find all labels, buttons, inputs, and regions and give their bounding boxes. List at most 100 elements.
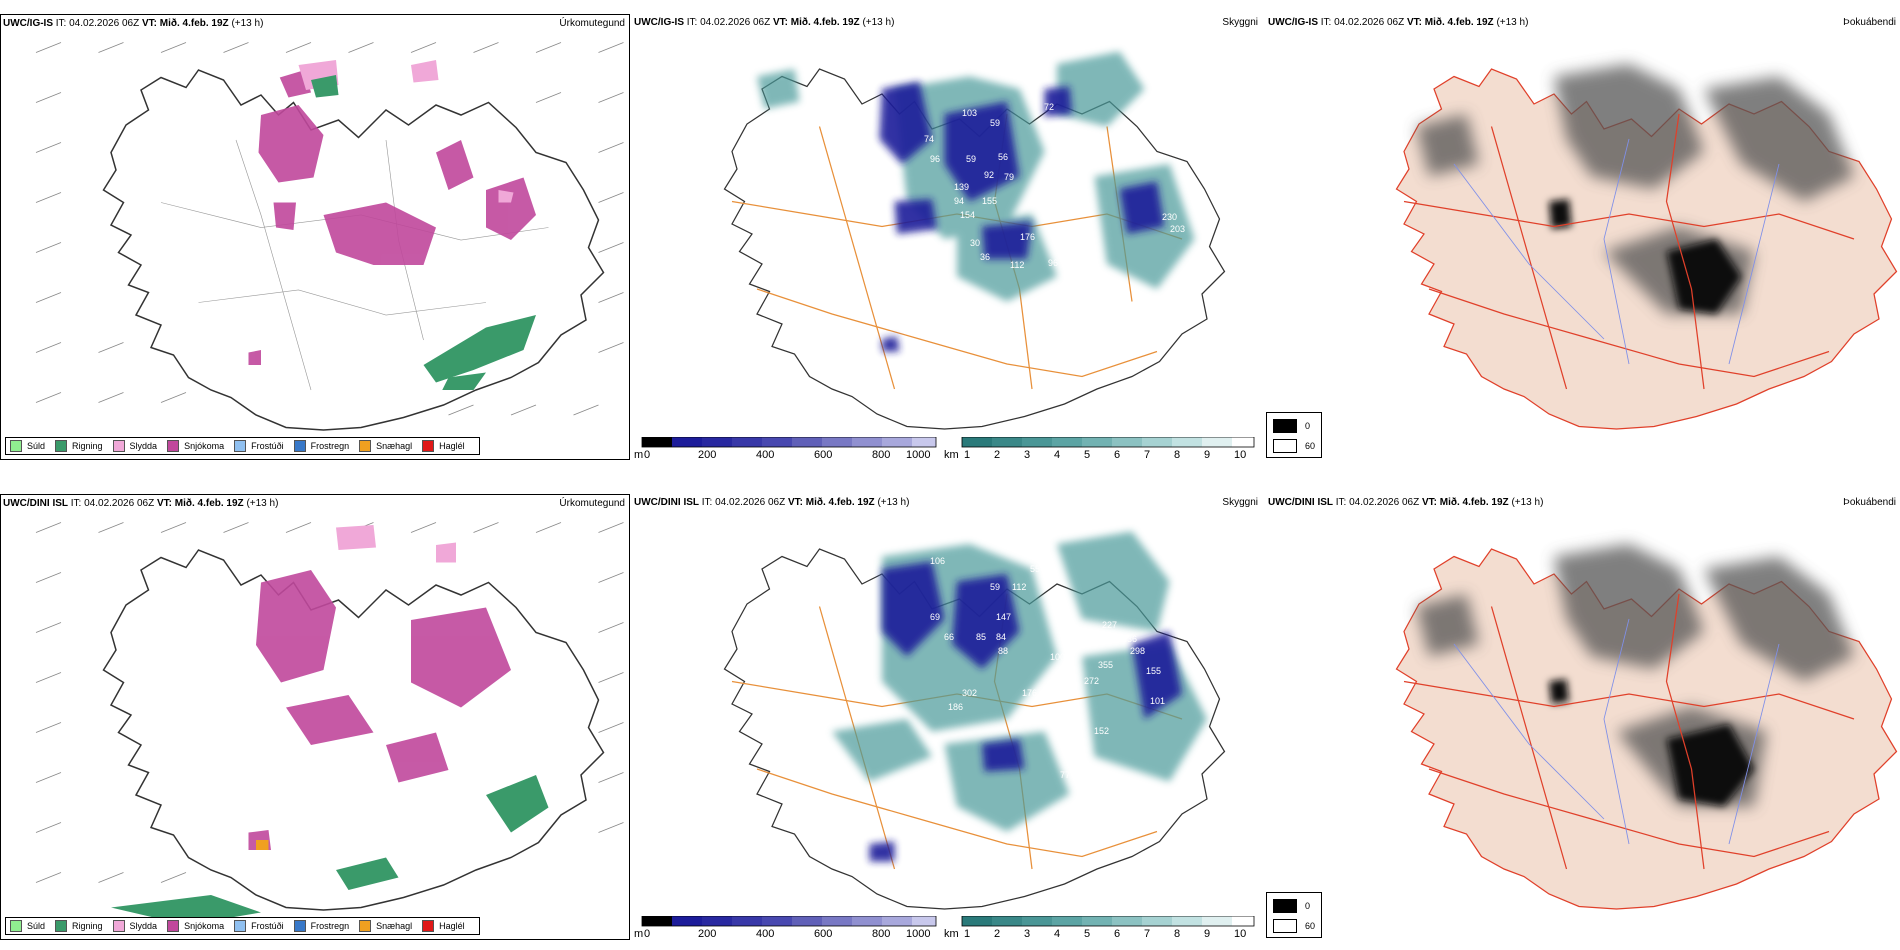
cloud-label: 77 bbox=[1060, 770, 1070, 780]
it-label: IT: bbox=[1335, 497, 1347, 508]
cloud-label: 176 bbox=[1022, 688, 1037, 698]
cloud-label: 56 bbox=[998, 152, 1008, 162]
cloud-label: 88 bbox=[998, 646, 1008, 656]
precip-map-top bbox=[35, 42, 624, 431]
model-name: UWC/IG-IS bbox=[1268, 17, 1318, 28]
cloud-label: 30 bbox=[970, 238, 980, 248]
visibility-bar-top bbox=[944, 437, 1266, 449]
cloud-label: 65 bbox=[1054, 672, 1064, 682]
cloud-label: 69 bbox=[930, 612, 940, 622]
precip-legend-bottom: Súld Rigning Slydda Snjókoma Frostúði Fr… bbox=[5, 917, 480, 935]
fog-panel-bottom: UWC/DINI ISL IT: 04.02.2026 06Z VT: Mið.… bbox=[1264, 494, 1900, 940]
cloud-panel-bottom: 106 55 59 112 69 66 147 85 84 88 227 336… bbox=[632, 494, 1260, 940]
legend-item: Rigning bbox=[55, 920, 103, 932]
legend-item: Frostregn bbox=[293, 440, 349, 452]
cloud-labels-top: 74 103 59 72 96 59 56 92 79 139 94 155 1… bbox=[924, 102, 1185, 350]
legend-item: Snjókoma bbox=[167, 920, 224, 932]
cloud-label: 152 bbox=[1094, 726, 1109, 736]
cloud-label: 155 bbox=[982, 196, 997, 206]
precip-map-bottom bbox=[35, 522, 624, 925]
precip-legend-top: Súld Rigning Slydda Snjókoma Frostúði Fr… bbox=[5, 437, 480, 455]
vt-value: Mið. 4.feb. 19Z bbox=[159, 18, 229, 29]
panel-title: Úrkomutegund bbox=[559, 18, 625, 29]
cloud-label: 66 bbox=[944, 632, 954, 642]
legend-item: Haglél bbox=[422, 440, 465, 452]
legend-item: Snæhagl bbox=[359, 920, 412, 932]
cloud-label: 230 bbox=[1162, 212, 1177, 222]
cloud-header-bottom: UWC/DINI ISL IT: 04.02.2026 06Z VT: Mið.… bbox=[634, 497, 910, 508]
it-label: IT: bbox=[55, 18, 67, 29]
lead-time: (+13 h) bbox=[231, 18, 264, 29]
vt-label: VT: bbox=[156, 498, 172, 509]
cloud-header-top: UWC/IG-IS IT: 04.02.2026 06Z VT: Mið. 4.… bbox=[634, 17, 895, 28]
cloud-label: 171 bbox=[1036, 716, 1051, 726]
cloud-label: 298 bbox=[1130, 646, 1145, 656]
fog-panel-top: UWC/IG-IS IT: 04.02.2026 06Z VT: Mið. 4.… bbox=[1264, 14, 1900, 460]
snow-areas bbox=[248, 570, 511, 850]
model-name: UWC/DINI ISL bbox=[3, 498, 68, 509]
legend-item: Snjókoma bbox=[167, 440, 224, 452]
cloud-label: 94 bbox=[954, 196, 964, 206]
cloud-label: 59 bbox=[990, 582, 1000, 592]
cloud-label: 139 bbox=[954, 182, 969, 192]
cloud-label: 55 bbox=[1030, 564, 1040, 574]
vt-label: VT: bbox=[1421, 497, 1437, 508]
model-name: UWC/DINI ISL bbox=[1268, 497, 1333, 508]
vt-value: Mið. 4.feb. 19Z bbox=[174, 498, 244, 509]
lead-time: (+13 h) bbox=[246, 498, 279, 509]
precip-panel-top: UWC/IG-IS IT: 04.02.2026 06Z VT: Mið. 4.… bbox=[0, 14, 630, 460]
legend-item: Súld bbox=[10, 920, 45, 932]
fog-legend-bottom: 0 60 bbox=[1266, 892, 1322, 938]
cloud-label: 154 bbox=[960, 210, 975, 220]
fog-legend-top: 0 60 bbox=[1266, 412, 1322, 458]
cloud-label: 112 bbox=[1012, 582, 1026, 592]
model-name: UWC/IG-IS bbox=[3, 18, 53, 29]
cloud-label: 167 bbox=[932, 856, 947, 866]
cloud-label: 79 bbox=[1004, 172, 1014, 182]
cloud-label: 59 bbox=[990, 118, 1000, 128]
cloud-label: 96 bbox=[930, 154, 940, 164]
cloud-label: 78 bbox=[928, 246, 938, 256]
panel-title: Þokuábendi bbox=[1843, 17, 1896, 28]
fog-dark bbox=[1549, 679, 1754, 807]
cloud-label: 227 bbox=[1102, 620, 1117, 630]
cloud-label: 8 bbox=[1098, 276, 1103, 286]
visibility-bar-bottom bbox=[944, 916, 1266, 928]
precip-panel-bottom: UWC/DINI ISL IT: 04.02.2026 06Z VT: Mið.… bbox=[0, 494, 630, 940]
cloud-label: 85 bbox=[976, 632, 986, 642]
legend-item: Rigning bbox=[55, 440, 103, 452]
legend-item: Súld bbox=[10, 440, 45, 452]
legend-item: Slydda bbox=[112, 440, 157, 452]
cloud-dark bbox=[879, 81, 1165, 352]
legend-item: Slydda bbox=[112, 920, 157, 932]
wind-barbs bbox=[35, 42, 624, 416]
cloud-label: 96 bbox=[1048, 258, 1058, 268]
cloud-label: 101 bbox=[1150, 696, 1165, 706]
cloud-dark bbox=[869, 561, 1182, 862]
cloud-label: 336 bbox=[1122, 634, 1137, 644]
legend-item: Frostregn bbox=[293, 920, 349, 932]
cloud-label: 186 bbox=[948, 702, 963, 712]
vt-value: Mið. 4.feb. 19Z bbox=[1439, 497, 1509, 508]
cloud-label: 523 bbox=[1062, 708, 1077, 718]
cloud-map-top: 74 103 59 72 96 59 56 92 79 139 94 155 1… bbox=[723, 51, 1226, 430]
fog-map-bottom bbox=[1395, 544, 1898, 910]
cloud-map-bottom: 106 55 59 112 69 66 147 85 84 88 227 336… bbox=[723, 531, 1226, 910]
it-value: 04.02.2026 06Z bbox=[1349, 497, 1420, 508]
lead-time: (+13 h) bbox=[1511, 497, 1544, 508]
it-value: 04.02.2026 06Z bbox=[84, 498, 155, 509]
fog-map-top bbox=[1395, 64, 1898, 430]
panel-title: Úrkomutegund bbox=[559, 498, 625, 509]
rain-areas bbox=[311, 75, 536, 390]
lead-time: (+13 h) bbox=[1496, 17, 1529, 28]
cloud-label: 272 bbox=[1084, 676, 1099, 686]
it-label: IT: bbox=[1320, 17, 1332, 28]
vt-label: VT: bbox=[1406, 17, 1422, 28]
cloud-base-bar-top bbox=[634, 437, 940, 449]
vt-label: VT: bbox=[141, 18, 157, 29]
cloud-labels-bottom: 106 55 59 112 69 66 147 85 84 88 227 336… bbox=[930, 556, 1165, 866]
sleet-areas bbox=[336, 525, 456, 563]
cloud-label: 203 bbox=[1170, 224, 1185, 234]
cloud-label: 74 bbox=[924, 134, 934, 144]
cloud-label: 92 bbox=[984, 170, 994, 180]
